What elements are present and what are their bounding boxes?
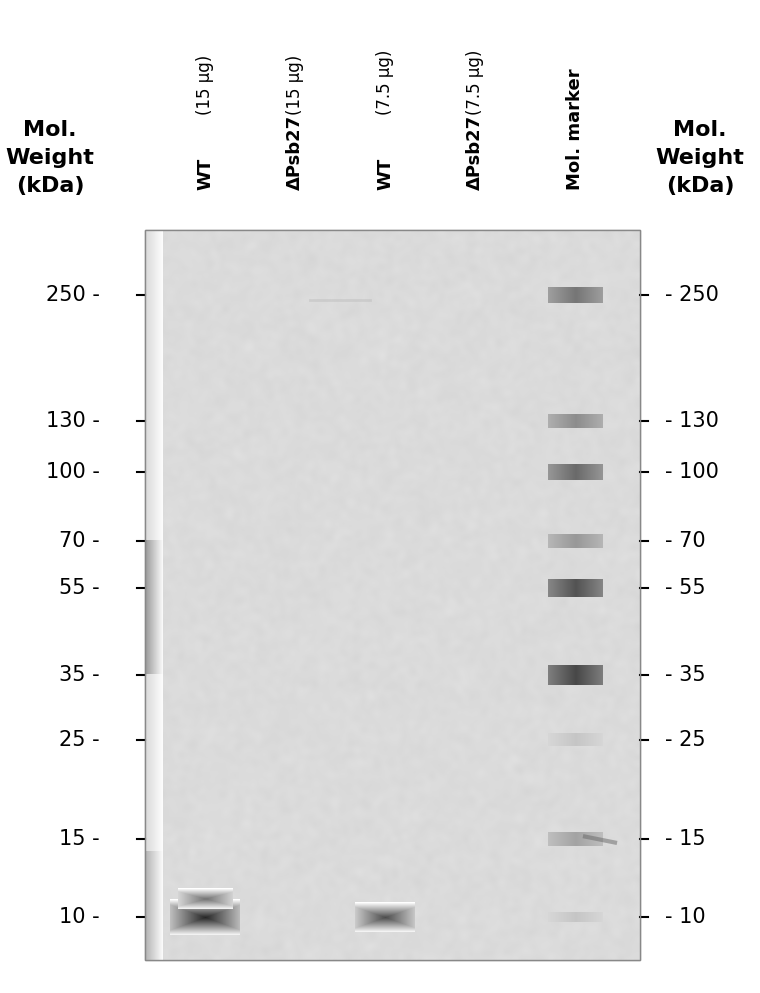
Text: - 10: - 10 xyxy=(665,907,705,926)
Bar xyxy=(145,230,640,960)
Text: WT: WT xyxy=(376,158,394,190)
Text: (kDa): (kDa) xyxy=(16,176,84,196)
Text: - 130: - 130 xyxy=(665,411,719,431)
Text: 25 -: 25 - xyxy=(59,730,100,750)
Text: 130 -: 130 - xyxy=(46,411,100,431)
Text: 70 -: 70 - xyxy=(59,531,100,551)
Text: WT: WT xyxy=(196,158,214,190)
Text: - 15: - 15 xyxy=(665,828,705,849)
Text: ΔPsb27: ΔPsb27 xyxy=(286,115,304,190)
Text: - 35: - 35 xyxy=(665,665,705,685)
Text: - 100: - 100 xyxy=(665,462,719,482)
Text: - 25: - 25 xyxy=(665,730,705,750)
Bar xyxy=(145,230,640,960)
Text: 100 -: 100 - xyxy=(46,462,100,482)
Text: Mol.: Mol. xyxy=(673,120,727,140)
Text: 35 -: 35 - xyxy=(59,665,100,685)
Text: 55 -: 55 - xyxy=(59,578,100,598)
Text: Mol.: Mol. xyxy=(24,120,77,140)
Text: - 250: - 250 xyxy=(665,285,719,305)
Text: 250 -: 250 - xyxy=(46,285,100,305)
Text: Mol. marker: Mol. marker xyxy=(566,69,584,190)
Text: (15 μg): (15 μg) xyxy=(286,55,304,115)
Text: - 70: - 70 xyxy=(665,531,705,551)
Text: (kDa): (kDa) xyxy=(666,176,734,196)
Text: Weight: Weight xyxy=(656,148,745,168)
Text: 15 -: 15 - xyxy=(59,828,100,849)
Text: (15 μg): (15 μg) xyxy=(196,55,214,115)
Text: - 55: - 55 xyxy=(665,578,705,598)
Text: 10 -: 10 - xyxy=(59,907,100,926)
Text: (7.5 μg): (7.5 μg) xyxy=(466,50,484,115)
Text: Weight: Weight xyxy=(5,148,94,168)
Text: ΔPsb27: ΔPsb27 xyxy=(466,115,484,190)
Text: (7.5 μg): (7.5 μg) xyxy=(376,50,394,115)
